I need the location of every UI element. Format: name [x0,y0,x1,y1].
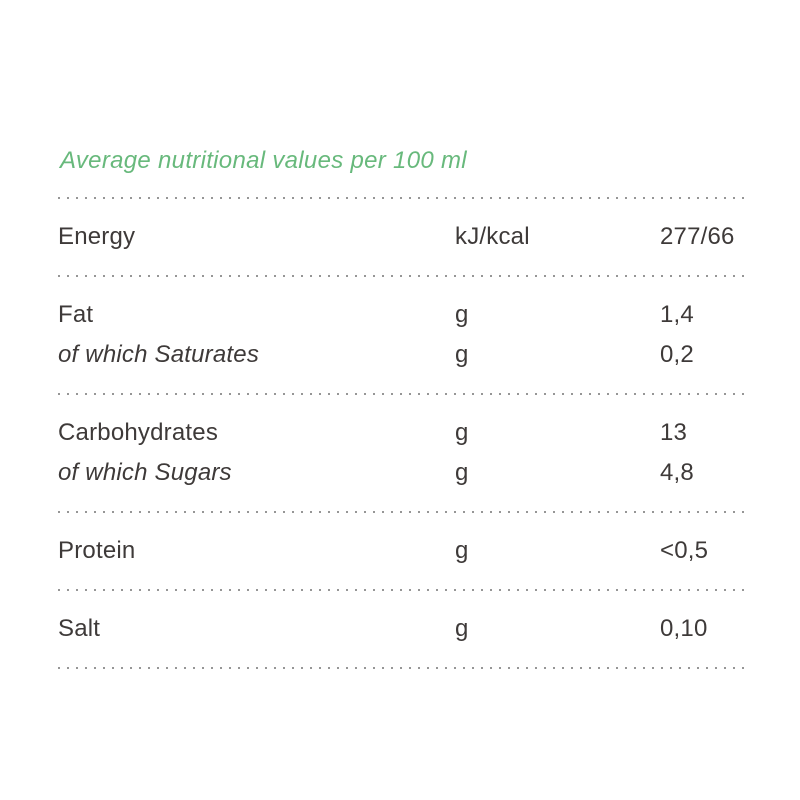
table-section-protein: Protein g <0,5 [58,513,748,589]
table-row: Protein g <0,5 [58,531,748,571]
table-section-fat: Fat g 1,4 of which Saturates g 0,2 [58,277,748,393]
table-row: Salt g 0,10 [58,609,748,649]
nutrient-value: 277/66 [660,223,735,250]
nutrient-unit: g [455,537,469,564]
nutrient-value: <0,5 [660,537,709,564]
nutrient-value: 0,10 [660,615,708,642]
nutrient-label: of which Sugars [58,459,232,486]
nutrient-label: Energy [58,223,136,250]
dotted-divider [58,511,748,513]
dotted-divider [58,667,748,669]
nutrient-value: 13 [660,419,688,446]
table-subrow: of which Sugars g 4,8 [58,453,748,493]
nutrient-unit: g [455,301,469,328]
nutrition-table-panel: Average nutritional values per 100 ml En… [58,148,748,669]
table-subrow: of which Saturates g 0,2 [58,335,748,375]
nutrient-label: Fat [58,301,94,328]
table-section-carbohydrates: Carbohydrates g 13 of which Sugars g 4,8 [58,395,748,511]
nutrient-unit: g [455,615,469,642]
dotted-divider [58,393,748,395]
nutrition-table-title: Average nutritional values per 100 ml [60,147,467,174]
nutrient-label: Salt [58,615,101,642]
nutrient-unit: kJ/kcal [455,223,530,250]
table-section-salt: Salt g 0,10 [58,591,748,667]
table-row: Carbohydrates g 13 [58,413,748,453]
nutrient-label: of which Saturates [58,341,260,368]
nutrient-label: Protein [58,537,136,564]
table-row: Fat g 1,4 [58,295,748,335]
table-row: Energy kJ/kcal 277/66 [58,217,748,257]
nutrient-value: 4,8 [660,459,694,486]
nutrient-value: 1,4 [660,301,694,328]
nutrient-unit: g [455,419,469,446]
table-section-energy: Energy kJ/kcal 277/66 [58,199,748,275]
nutrient-unit: g [455,459,469,486]
dotted-divider [58,275,748,277]
nutrient-label: Carbohydrates [58,419,219,446]
nutrient-unit: g [455,341,469,368]
nutrient-value: 0,2 [660,341,694,368]
dotted-divider [58,589,748,591]
dotted-divider [58,197,748,199]
